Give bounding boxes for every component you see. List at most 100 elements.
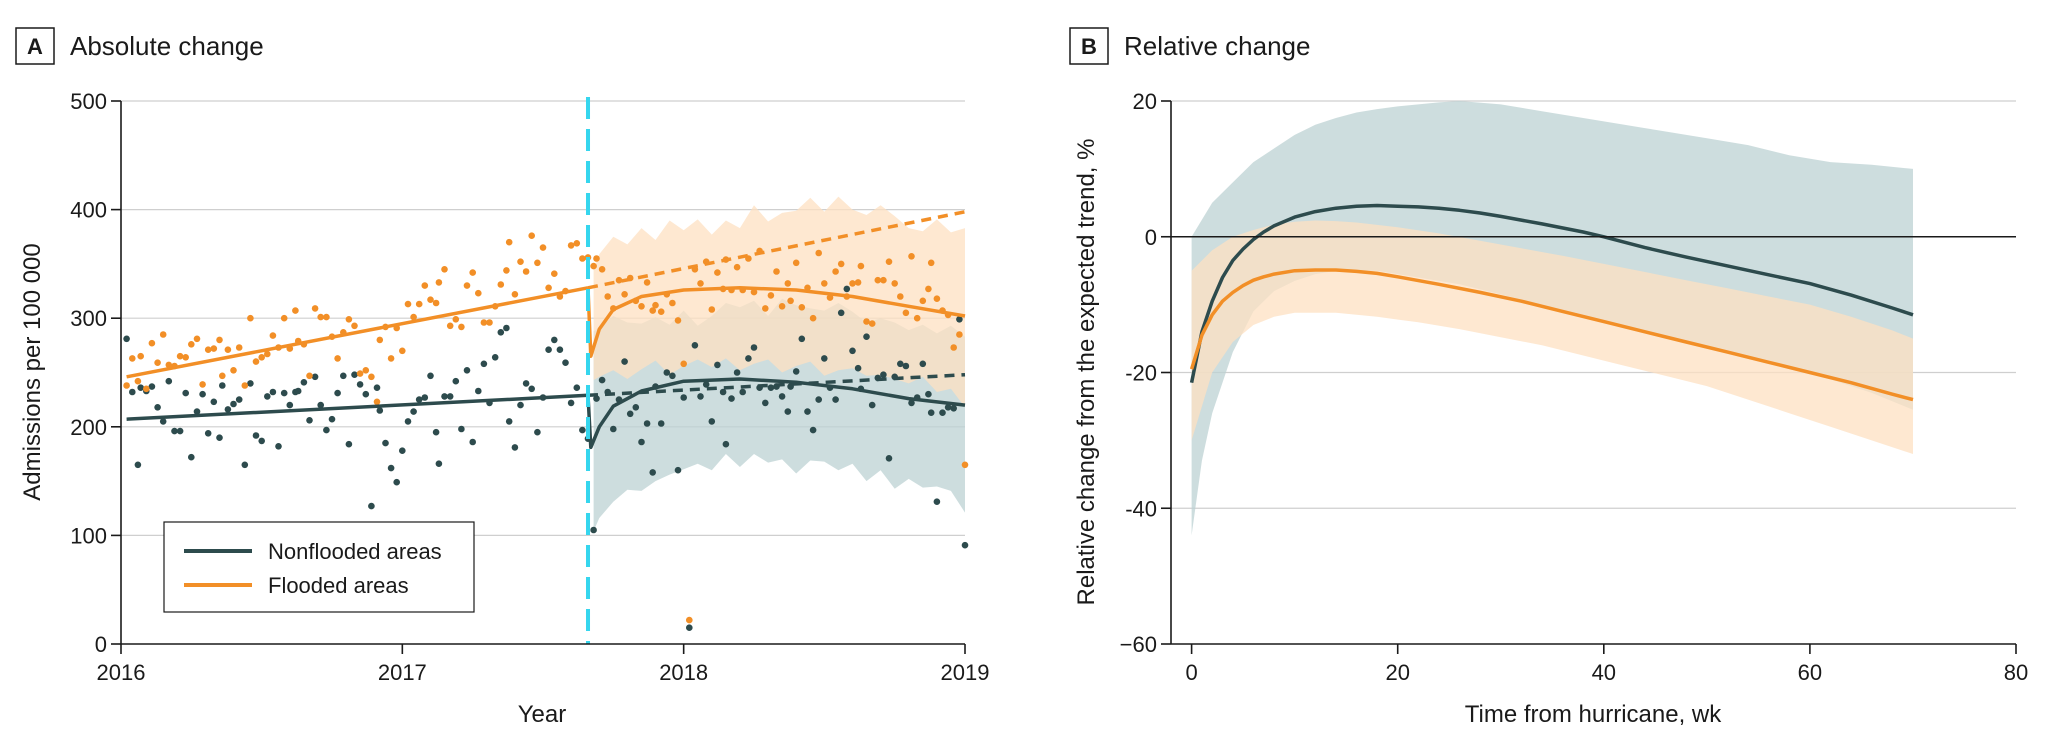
point-flooded-areas [750, 288, 758, 296]
a-x-tick-label: 2018 [659, 660, 708, 685]
point-flooded-areas [854, 279, 862, 286]
point-nonflooded-areas [733, 369, 741, 376]
point-nonflooded-areas [745, 355, 752, 362]
point-flooded-areas [784, 280, 792, 287]
point-flooded-areas [199, 381, 206, 388]
point-nonflooded-areas [435, 460, 443, 468]
point-nonflooded-areas [821, 355, 828, 362]
point-nonflooded-areas [767, 384, 775, 392]
point-nonflooded-areas [188, 453, 195, 461]
point-flooded-areas [528, 232, 535, 239]
point-nonflooded-areas [925, 390, 932, 398]
point-flooded-areas [446, 322, 454, 330]
point-flooded-areas [863, 318, 870, 325]
legend: Nonflooded areas Flooded areas [163, 521, 475, 613]
point-flooded-areas [649, 307, 656, 314]
b-y-axis-label: Relative change from the expected trend,… [1073, 139, 1100, 606]
point-flooded-areas [539, 244, 547, 251]
a-confidence-bands [593, 196, 965, 532]
point-nonflooded-areas [534, 428, 541, 436]
point-flooded-areas [680, 360, 687, 368]
point-nonflooded-areas [750, 344, 758, 351]
point-flooded-areas [778, 303, 786, 310]
point-flooded-areas [598, 266, 606, 273]
point-nonflooded-areas [722, 440, 730, 448]
point-flooded-areas [362, 367, 370, 374]
point-flooded-areas [849, 280, 856, 287]
point-flooded-areas [593, 255, 600, 262]
point-nonflooded-areas [610, 425, 617, 433]
panel-a-letter: A [27, 34, 43, 59]
point-nonflooded-areas [345, 440, 353, 448]
point-flooded-areas [733, 263, 741, 271]
fit-pre-flooded-areas [126, 286, 589, 379]
point-nonflooded-areas [573, 384, 581, 392]
point-nonflooded-areas [368, 502, 375, 510]
point-nonflooded-areas [691, 342, 699, 349]
point-flooded-areas [880, 276, 887, 284]
point-flooded-areas [573, 240, 581, 247]
a-y-tick-label: 0 [95, 632, 107, 657]
point-flooded-areas [767, 292, 775, 299]
point-flooded-areas [154, 359, 161, 367]
point-nonflooded-areas [643, 420, 651, 427]
point-flooded-areas [427, 296, 434, 304]
point-nonflooded-areas [216, 434, 223, 442]
a-tick-labels: 0 100 200 300 400 500 2016 2017 2018 2019 [70, 89, 989, 685]
a-y-tick-label: 400 [70, 198, 107, 223]
point-nonflooded-areas [809, 426, 817, 434]
point-flooded-areas [148, 339, 156, 347]
point-flooded-areas [210, 345, 218, 352]
point-flooded-areas [475, 289, 482, 297]
point-nonflooded-areas [837, 309, 845, 317]
b-x-tick-label: 80 [2004, 660, 2028, 685]
point-nonflooded-areas [317, 401, 325, 409]
panel-a-header: A Absolute change [15, 27, 264, 65]
point-flooded-areas [503, 267, 510, 274]
b-x-tick-label: 0 [1185, 660, 1197, 685]
point-flooded-areas [579, 255, 586, 262]
a-scatter-points [123, 232, 969, 631]
point-flooded-areas [919, 297, 927, 305]
point-nonflooded-areas [784, 408, 792, 415]
point-flooded-areas [129, 355, 136, 362]
point-nonflooded-areas [410, 408, 417, 415]
point-nonflooded-areas [798, 335, 806, 343]
point-flooded-areas [857, 262, 865, 270]
point-flooded-areas [657, 308, 665, 316]
a-y-tick-label: 500 [70, 89, 107, 114]
point-nonflooded-areas [311, 373, 319, 381]
point-flooded-areas [306, 372, 313, 380]
point-nonflooded-areas [680, 394, 687, 401]
point-nonflooded-areas [956, 316, 963, 323]
point-nonflooded-areas [241, 461, 249, 469]
point-nonflooded-areas [674, 466, 682, 474]
point-nonflooded-areas [868, 401, 876, 409]
point-nonflooded-areas [432, 428, 440, 436]
point-nonflooded-areas [556, 346, 564, 354]
point-nonflooded-areas [415, 396, 423, 403]
point-nonflooded-areas [148, 383, 156, 390]
point-flooded-areas [511, 291, 519, 298]
point-nonflooded-areas [376, 407, 384, 414]
b-x-tick-label: 40 [1592, 660, 1616, 685]
point-nonflooded-areas [719, 388, 727, 396]
b-y-tick-label: -20 [1125, 361, 1157, 386]
a-y-tick-label: 100 [70, 523, 107, 548]
absolute-change-chart: 0 100 200 300 400 500 2016 2017 2018 2019 Year Ad… [19, 89, 989, 728]
a-trend-lines [126, 97, 966, 644]
point-flooded-areas [469, 269, 477, 276]
point-flooded-areas [311, 305, 319, 312]
point-nonflooded-areas [264, 393, 271, 400]
point-flooded-areas [292, 307, 299, 314]
point-flooded-areas [809, 314, 817, 322]
point-nonflooded-areas [328, 415, 336, 423]
point-nonflooded-areas [885, 455, 893, 462]
point-nonflooded-areas [919, 360, 927, 368]
point-nonflooded-areas [154, 404, 161, 411]
point-flooded-areas [486, 319, 493, 326]
point-nonflooded-areas [340, 372, 347, 380]
fit-post-flooded-areas [586, 286, 966, 358]
point-flooded-areas [950, 344, 957, 351]
point-flooded-areas [317, 313, 325, 321]
